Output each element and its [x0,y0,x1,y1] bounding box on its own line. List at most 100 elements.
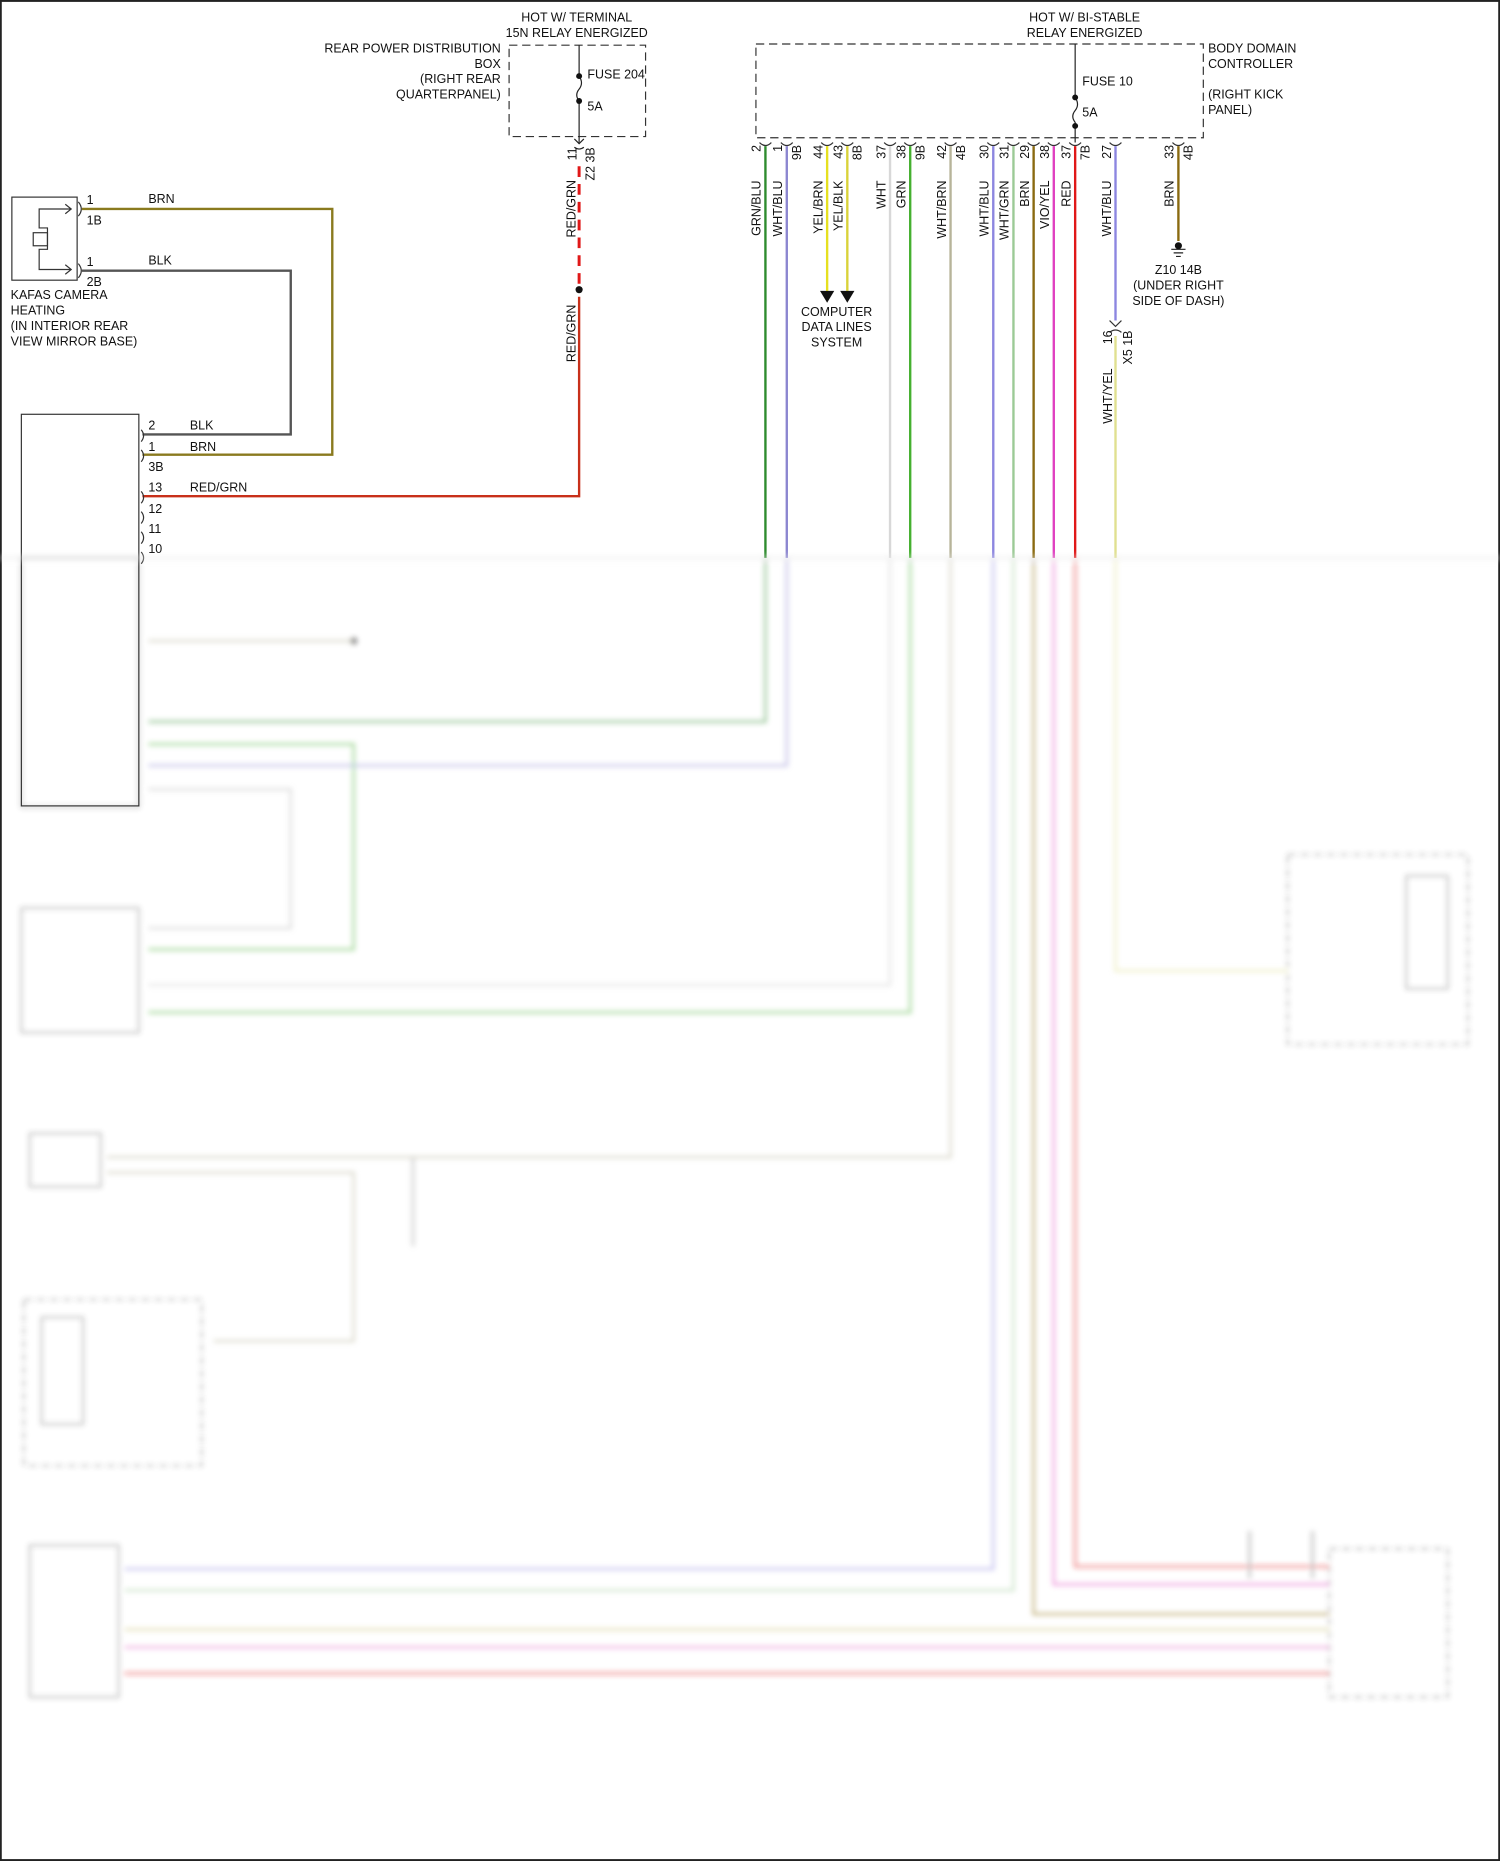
connector-symbol [883,142,897,147]
fuse-box-outline [508,44,647,138]
hot-label-line2: 15N RELAY ENERGIZED [506,26,648,40]
pin-label: 30 [978,145,992,159]
wire-label: BRN [148,192,174,206]
body-domain-controller: HOT W/ BI-STABLE RELAY ENERGIZED BODY DO… [750,10,1296,558]
connector-label: X5 1B [1121,331,1135,365]
pin-label: 37 [874,145,888,159]
box-name-4: QUARTERPANEL) [396,88,501,102]
pin-label: 1 [87,255,94,269]
pin-label: 37 [1059,145,1073,159]
connector-symbol [1007,142,1020,147]
connector-symbol [780,142,794,147]
pin-label: 43 [832,145,846,159]
pin-label: 13 [148,480,162,494]
connector-symbol [903,142,917,147]
connector-symbol [759,142,772,147]
kafas-camera-heating: 1 1B BRN 1 2B BLK KAFAS CAMERA HEATING (… [11,192,334,456]
pin-label: 33 [1163,145,1177,159]
bdc-outline [755,43,1204,139]
arrow-down-icon [840,290,855,303]
pin-label: 1 [771,145,785,152]
data-lines-label: SYSTEM [811,336,862,350]
connector-label: 4B [954,145,968,160]
wire-label: WHT/BLU [1100,181,1114,237]
connector-symbol [1068,142,1082,147]
box-name-3: (RIGHT REAR [420,72,501,86]
wire-label: WHT [874,180,888,209]
wire-label: RED/GRN [190,480,247,494]
connector-symbol [820,142,834,147]
box-name-2: BOX [474,57,501,71]
connector-symbol [1027,142,1040,147]
connector-label: 3B [148,460,163,474]
fuse-label: FUSE 10 [1082,75,1133,89]
hot-label-line2: RELAY ENERGIZED [1027,26,1143,40]
connector-symbol [944,142,957,147]
data-lines-label: DATA LINES [802,320,872,334]
component-name: (IN INTERIOR REAR [11,319,129,333]
connector-label: 1B [87,213,102,227]
wire-brn [81,207,334,456]
wire-label: WHT/YEL [1101,368,1115,423]
pin-label: 2 [750,145,764,152]
pin-label: 1 [148,440,155,454]
pin-label: 16 [1101,330,1115,344]
pin-label: 42 [935,145,949,159]
data-lines-label: COMPUTER [801,305,872,319]
connector-symbol [840,142,854,147]
connector-symbol [1047,142,1061,147]
hot-label-line1: HOT W/ TERMINAL [521,10,632,24]
component-name: HEATING [11,304,65,318]
connector-symbol [1109,142,1122,147]
wire-label: YEL/BLK [832,180,846,231]
fuse-rating: 5A [587,99,603,113]
arrow-down-icon [820,290,835,303]
wire-label: BRN [190,440,216,454]
bdc-name: PANEL) [1208,103,1252,117]
wire-label: WHT/BRN [935,181,949,239]
wire-label: BLK [148,254,172,268]
component-name: KAFAS CAMERA [11,288,109,302]
bdc-name: CONTROLLER [1208,57,1293,71]
pin-label: 2 [148,419,155,433]
fuse-204-symbol [576,45,583,143]
ground-label: SIDE OF DASH) [1132,294,1224,308]
connector-label: 9B [790,145,804,160]
wire-label: GRN [894,181,908,209]
connector-label: 9B [913,145,927,160]
splice-point [575,286,583,294]
wire-label: RED [1059,180,1073,206]
component-name: VIEW MIRROR BASE) [11,334,138,348]
connector-symbol [986,142,1000,147]
wire-blk [81,269,292,436]
connector-symbol [573,138,585,150]
left-module: 2 BLK 1 BRN 3B 13 RED/GRN 12 11 10 [20,413,247,807]
fuse-label: FUSE 204 [587,67,645,81]
inline-connector-symbol [1109,320,1122,333]
pin-label: 31 [998,145,1012,159]
pin-label: 27 [1100,145,1114,159]
hot-label-line1: HOT W/ BI-STABLE [1029,10,1140,24]
wire-label: GRN/BLU [750,180,764,235]
connector-label: 2B [87,275,102,289]
blurred-lower-diagram [0,555,1500,1698]
pin-label: 12 [148,502,162,516]
ground-label: Z10 14B [1155,263,1202,277]
wire-label: WHT/GRN [998,181,1012,241]
ground-icon [1174,242,1182,250]
connector-label: Z2 3B [584,147,598,180]
connector-label: 7B [1078,145,1092,160]
pin-label: 29 [1018,145,1032,159]
wire-red-grn [142,296,581,498]
bdc-wire-group: 2 GRN/BLU 1 9B WHT/BLU 44 YEL/BRN 43 8B YEL/BLK 37… [750,142,1196,558]
ground-label: (UNDER RIGHT [1133,279,1224,293]
connector-label: 4B [1182,145,1196,160]
wire-label: WHT/BLU [771,181,785,237]
connector-label: 8B [851,145,865,160]
pin-label: 11 [566,147,580,160]
pin-label: 11 [148,522,161,536]
wire-label: BLK [190,419,214,433]
wire-label: RED/GRN [565,180,579,237]
